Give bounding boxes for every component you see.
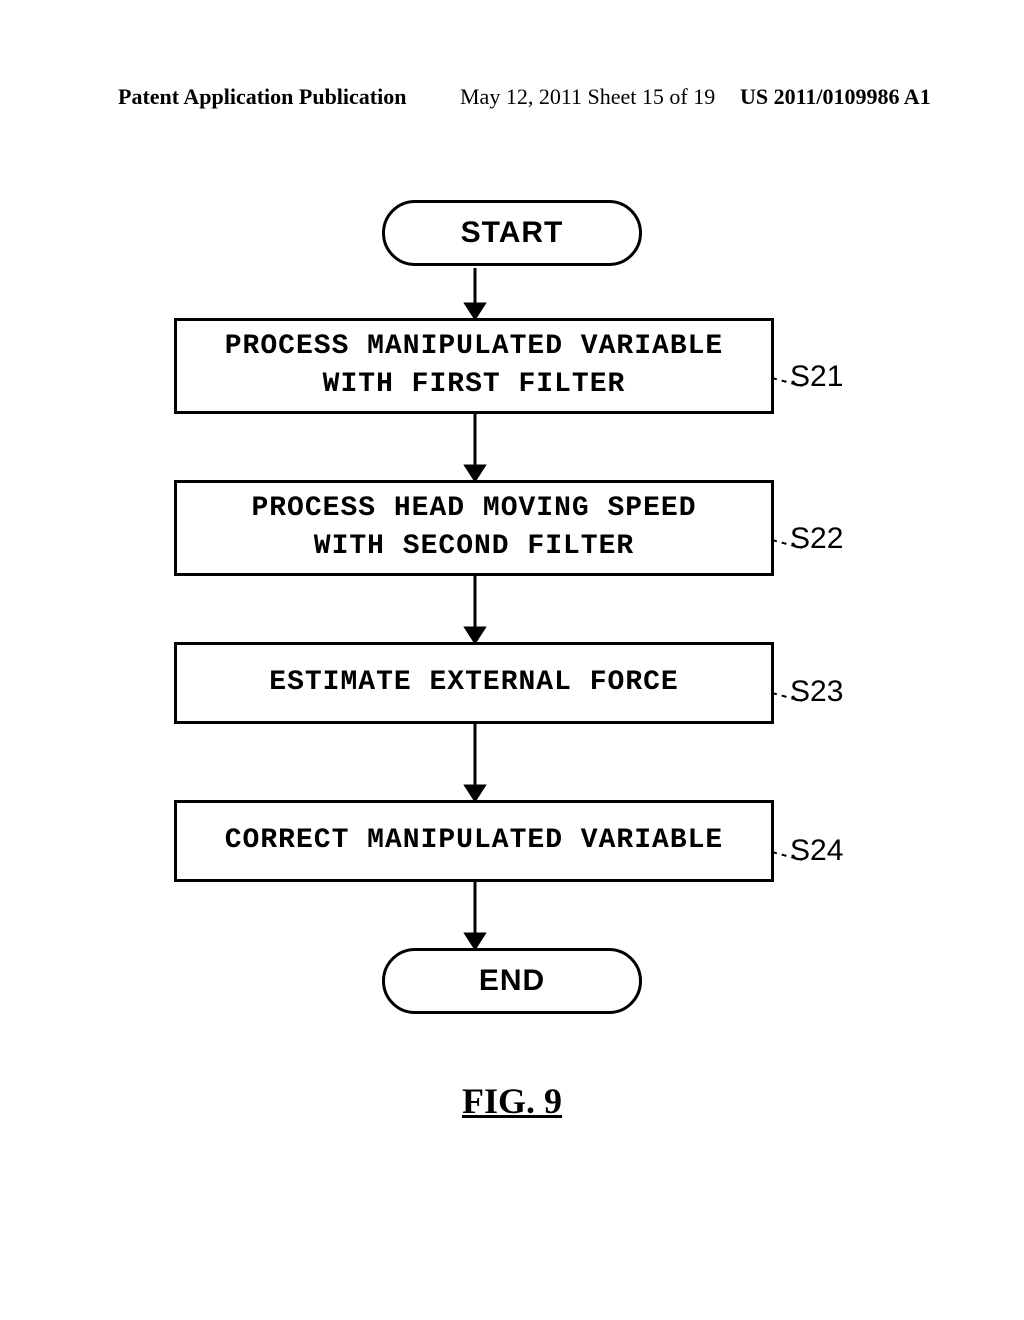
process-s22: PROCESS HEAD MOVING SPEED WITH SECOND FI… <box>174 480 774 576</box>
figure-label: FIG. 9 <box>462 1080 562 1122</box>
header-publication: Patent Application Publication <box>118 84 406 110</box>
process-s21-line2: WITH FIRST FILTER <box>323 366 626 404</box>
header-date-sheet: May 12, 2011 Sheet 15 of 19 <box>460 84 715 110</box>
step-label-s24: S24 <box>790 834 843 868</box>
process-s21-line1: PROCESS MANIPULATED VARIABLE <box>225 328 723 366</box>
step-label-s21: S21 <box>790 360 843 394</box>
end-terminator: END <box>382 948 642 1014</box>
header-patent-no: US 2011/0109986 A1 <box>740 84 931 110</box>
process-s23-line1: ESTIMATE EXTERNAL FORCE <box>269 664 678 702</box>
process-s22-line1: PROCESS HEAD MOVING SPEED <box>251 490 696 528</box>
step-label-s23: S23 <box>790 675 843 709</box>
process-s23: ESTIMATE EXTERNAL FORCE <box>174 642 774 724</box>
process-s24-line1: CORRECT MANIPULATED VARIABLE <box>225 822 723 860</box>
process-s21: PROCESS MANIPULATED VARIABLE WITH FIRST … <box>174 318 774 414</box>
start-terminator: START <box>382 200 642 266</box>
process-s24: CORRECT MANIPULATED VARIABLE <box>174 800 774 882</box>
step-label-s22: S22 <box>790 522 843 556</box>
process-s22-line2: WITH SECOND FILTER <box>314 528 634 566</box>
